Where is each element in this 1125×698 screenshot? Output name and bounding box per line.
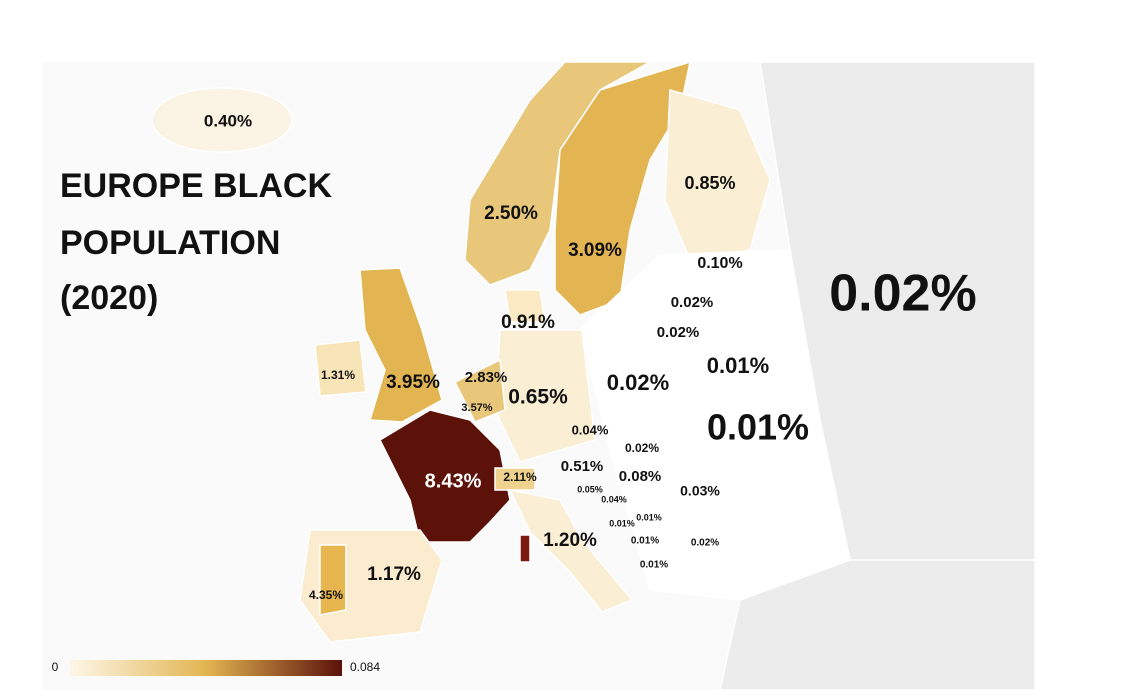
region-label: 0.65%	[508, 386, 568, 409]
region-label: 0.02%	[625, 441, 659, 455]
title-line: EUROPE BLACK	[60, 167, 332, 205]
italy	[508, 488, 634, 613]
region-label: 0.01%	[609, 518, 635, 528]
region-label: 2.83%	[465, 369, 508, 386]
region-label: 0.01%	[640, 560, 668, 571]
region-label: 0.01%	[631, 536, 659, 547]
region-label: 3.95%	[386, 372, 440, 393]
legend-max: 0.084	[350, 660, 380, 674]
france	[379, 409, 511, 543]
region-label: 0.02%	[671, 294, 714, 311]
region-labels: 0.40% 0.85% 2.50% 3.09% 0.10% 0.02% 0.02…	[204, 111, 977, 602]
region-label: 1.17%	[367, 564, 421, 585]
switzerland	[494, 467, 536, 491]
region-label: 0.02%	[607, 370, 669, 395]
region-label: 0.02%	[691, 538, 719, 549]
region-label: 3.57%	[461, 402, 492, 414]
eastern-europe	[579, 249, 851, 601]
finland	[664, 89, 771, 261]
region-label: 4.35%	[309, 588, 343, 602]
map-shapes	[42, 60, 1036, 691]
region-label: 0.91%	[501, 312, 555, 333]
portugal	[319, 544, 347, 616]
region-label: 1.31%	[321, 368, 355, 382]
title-line: (2020)	[60, 279, 158, 317]
region-label: 2.11%	[503, 470, 537, 484]
region-label: 0.03%	[680, 483, 720, 499]
ireland	[314, 339, 367, 397]
legend: 0 0.084	[52, 660, 380, 676]
region-label: 0.02%	[657, 324, 700, 341]
norway	[464, 61, 653, 286]
region-label: 0.04%	[572, 422, 609, 437]
region-label: 8.43%	[425, 470, 482, 492]
region-label: 0.51%	[561, 458, 604, 475]
region-label: 0.01%	[636, 512, 662, 522]
title-line: POPULATION	[60, 224, 280, 262]
region-label: 0.40%	[204, 111, 252, 130]
region-label: 0.85%	[684, 173, 735, 193]
region-label: 0.01%	[707, 407, 809, 448]
benelux	[453, 358, 506, 423]
region-label: 0.10%	[697, 255, 742, 272]
uk	[359, 267, 443, 423]
region-label: 1.20%	[543, 530, 597, 551]
region-label: 0.05%	[577, 484, 603, 494]
region-label: 2.50%	[484, 203, 538, 224]
title: EUROPE BLACK POPULATION (2020)	[60, 167, 332, 317]
denmark	[504, 289, 546, 323]
legend-min: 0	[52, 660, 59, 674]
color-scale	[70, 660, 342, 676]
region-label: 0.04%	[601, 494, 627, 504]
iceland	[151, 87, 293, 153]
region-label: 0.08%	[619, 468, 662, 485]
corsica	[519, 534, 531, 563]
region-label: 0.01%	[707, 353, 769, 378]
region-label: 0.02%	[829, 265, 976, 323]
region-label: 3.09%	[568, 240, 622, 261]
sweden	[554, 60, 691, 316]
